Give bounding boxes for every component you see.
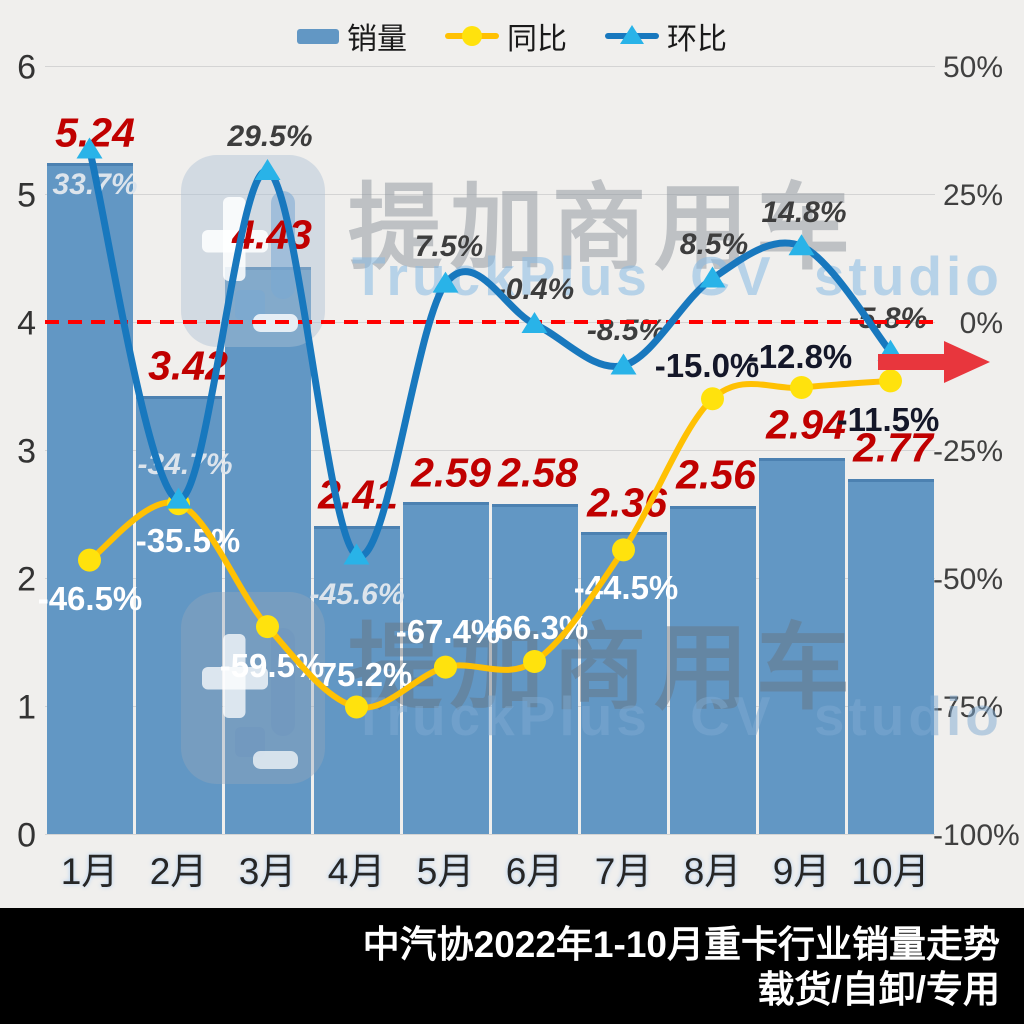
y-axis-right-tick: -100% bbox=[933, 819, 1020, 852]
mom-value-label: 14.8% bbox=[761, 196, 847, 229]
legend-item-yoy: 同比 bbox=[445, 14, 567, 58]
y-axis-left-tick: 1 bbox=[17, 688, 36, 727]
sales-bar bbox=[491, 503, 578, 834]
bar-value-label: 5.24 bbox=[55, 109, 135, 156]
x-axis-label: 4月 bbox=[327, 851, 386, 892]
sales-bar bbox=[46, 163, 133, 834]
bar-value-label: 3.42 bbox=[148, 342, 228, 389]
x-axis-label: 9月 bbox=[772, 851, 831, 892]
footer-title: 中汽协2022年1-10月重卡行业销量走势 bbox=[362, 924, 1000, 965]
yoy-value-label: -75.2% bbox=[307, 656, 413, 693]
yoy-value-label: -35.5% bbox=[135, 522, 241, 559]
x-axis-label: 10月 bbox=[851, 851, 930, 892]
yoy-value-label: -15.0% bbox=[654, 347, 760, 384]
mom-marker bbox=[877, 339, 904, 361]
y-axis-left-tick: 3 bbox=[17, 432, 36, 471]
mom-marker bbox=[254, 158, 281, 180]
legend-label-yoy: 同比 bbox=[507, 23, 567, 56]
y-axis-left-tick: 2 bbox=[17, 560, 36, 599]
sales-bar bbox=[847, 479, 934, 834]
y-axis-left-tick: 5 bbox=[17, 176, 36, 215]
legend-item-mom: 环比 bbox=[605, 14, 727, 58]
bar-value-label: 2.58 bbox=[498, 449, 578, 496]
mom-value-label: 33.7% bbox=[52, 168, 138, 201]
gridline bbox=[45, 834, 935, 835]
sales-bar bbox=[669, 506, 756, 834]
x-axis-label: 7月 bbox=[594, 851, 653, 892]
x-axis-label: 3月 bbox=[238, 851, 297, 892]
mom-value-label: 29.5% bbox=[227, 120, 313, 153]
legend-label-mom: 环比 bbox=[667, 23, 727, 56]
mom-marker bbox=[788, 234, 815, 256]
bar-value-label: 2.41 bbox=[318, 471, 398, 518]
y-axis-right-tick: 25% bbox=[942, 179, 1003, 212]
y-axis-right-tick: 50% bbox=[942, 51, 1003, 84]
footer-caption: 中汽协2022年1-10月重卡行业销量走势 载货/自卸/专用 bbox=[0, 908, 1024, 1024]
mom-value-label: 7.5% bbox=[414, 230, 484, 263]
x-axis-label: 8月 bbox=[683, 851, 742, 892]
yoy-value-label: -44.5% bbox=[573, 569, 679, 606]
y-axis-left-tick: 6 bbox=[17, 48, 36, 87]
y-axis-left-tick: 4 bbox=[17, 304, 36, 343]
gridline bbox=[45, 194, 935, 195]
bar-value-label: 2.94 bbox=[766, 401, 846, 448]
legend: 销量 同比 环比 bbox=[0, 14, 1024, 58]
gridline bbox=[45, 66, 935, 67]
triangle-marker-icon bbox=[620, 24, 644, 44]
footer-subtitle: 载货/自卸/专用 bbox=[757, 969, 1000, 1010]
y-axis-right-tick: -75% bbox=[933, 691, 1004, 724]
mom-value-label: 8.5% bbox=[679, 228, 749, 261]
bar-value-label: 4.43 bbox=[232, 211, 312, 258]
mom-value-label: -34.7% bbox=[137, 448, 233, 481]
yoy-marker bbox=[790, 376, 813, 400]
y-axis-right-tick: -50% bbox=[933, 563, 1004, 596]
x-axis-label: 5月 bbox=[416, 851, 475, 892]
sales-bar bbox=[402, 502, 489, 834]
trend-arrow bbox=[878, 341, 990, 383]
mom-marker bbox=[610, 353, 637, 375]
x-axis-label: 1月 bbox=[60, 851, 119, 892]
sales-bar bbox=[758, 457, 845, 834]
yoy-line-swatch-icon bbox=[445, 26, 499, 46]
legend-label-sales: 销量 bbox=[347, 23, 407, 56]
y-axis-right-tick: -25% bbox=[933, 435, 1004, 468]
circle-marker-icon bbox=[462, 26, 482, 46]
yoy-value-label: -12.8% bbox=[747, 338, 853, 375]
mom-line-swatch-icon bbox=[605, 24, 659, 44]
yoy-value-label: -11.5% bbox=[836, 401, 940, 438]
bar-value-label: 2.59 bbox=[411, 449, 491, 496]
x-axis-label: 2月 bbox=[149, 851, 208, 892]
mom-marker bbox=[432, 271, 459, 293]
y-axis-right-tick: 0% bbox=[959, 307, 1003, 340]
yoy-value-label: -66.3% bbox=[483, 609, 589, 646]
mom-marker bbox=[699, 266, 726, 288]
bar-value-label: 2.36 bbox=[587, 479, 667, 526]
legend-item-sales: 销量 bbox=[297, 14, 407, 58]
yoy-marker bbox=[701, 387, 724, 411]
bar-value-label: 2.56 bbox=[676, 451, 756, 498]
mom-value-label: -0.4% bbox=[495, 273, 575, 306]
y-axis-left-tick: 0 bbox=[17, 816, 36, 855]
yoy-value-label: -46.5% bbox=[37, 580, 143, 617]
gridline bbox=[45, 322, 935, 323]
yoy-marker bbox=[879, 369, 902, 393]
mom-value-label: -5.8% bbox=[848, 302, 928, 335]
mom-value-label: -45.6% bbox=[309, 578, 405, 611]
bar-swatch-icon bbox=[297, 28, 339, 44]
x-axis-label: 6月 bbox=[505, 851, 564, 892]
mom-value-label: -8.5% bbox=[586, 314, 666, 347]
